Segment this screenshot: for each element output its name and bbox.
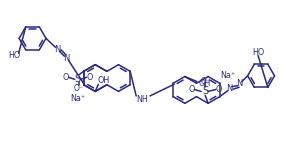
Text: OH: OH	[97, 76, 109, 85]
Text: O⁻: O⁻	[74, 84, 84, 93]
Text: S: S	[202, 86, 208, 96]
Text: O: O	[216, 85, 222, 94]
Text: O: O	[62, 73, 69, 82]
Text: NH: NH	[136, 95, 148, 104]
Text: N: N	[237, 79, 243, 88]
Text: O⁻: O⁻	[200, 77, 210, 86]
Text: N: N	[226, 84, 233, 93]
Text: O: O	[188, 85, 194, 94]
Text: OH: OH	[199, 79, 211, 88]
Text: N: N	[63, 54, 69, 63]
Text: Na⁺: Na⁺	[221, 71, 236, 80]
Text: S: S	[75, 74, 81, 84]
Text: O: O	[86, 73, 93, 82]
Text: HO: HO	[252, 48, 264, 57]
Text: N: N	[54, 45, 61, 54]
Text: Na⁺: Na⁺	[70, 94, 85, 103]
Text: HO: HO	[9, 51, 21, 60]
